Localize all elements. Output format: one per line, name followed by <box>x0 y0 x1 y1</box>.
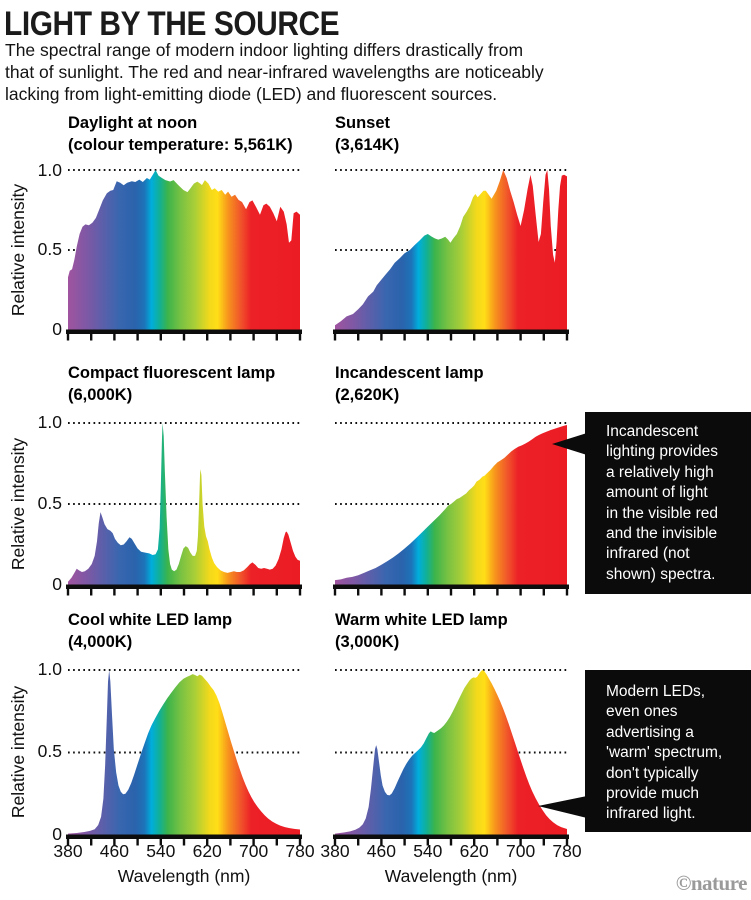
x-tick-label: 460 <box>99 841 129 861</box>
y-tick-label: 0.5 <box>37 239 62 260</box>
x-tick-label: 780 <box>285 841 315 861</box>
chart-title-line1: Daylight at noon <box>68 114 198 132</box>
chart-warm-led <box>333 669 569 846</box>
chart-title-line2: (2,620K) <box>335 385 400 404</box>
y-tick-label: 1.0 <box>37 412 62 433</box>
chart-title-line1: Warm white LED lamp <box>335 611 508 629</box>
chart-title-line2: (colour temperature: 5,561K) <box>68 135 293 154</box>
x-tick-label: 620 <box>192 841 222 861</box>
x-tick-label: 460 <box>366 841 396 861</box>
chart-incandescent <box>333 422 569 596</box>
chart-title-sunset: Sunset (3,614K) <box>335 113 399 156</box>
x-tick-label: 540 <box>146 841 176 861</box>
chart-title-cool-led: Cool white LED lamp (4,000K) <box>68 610 232 653</box>
x-tick-label: 700 <box>238 841 269 861</box>
chart-title-line2: (3,000K) <box>335 632 400 651</box>
chart-title-line1: Compact fluorescent lamp <box>68 364 276 382</box>
x-tick-label: 380 <box>320 841 350 861</box>
callout-incandescent: Incandescent lighting provides a relativ… <box>585 412 751 594</box>
callout-led: Modern LEDs, even ones advertising a 'wa… <box>585 670 751 832</box>
chart-title-line1: Incandescent lamp <box>335 364 484 382</box>
chart-title-warm-led: Warm white LED lamp (3,000K) <box>335 610 508 653</box>
y-tick-label: 1.0 <box>37 659 62 680</box>
y-tick-label: 0 <box>52 319 62 340</box>
x-tick-label: 620 <box>459 841 489 861</box>
x-tick-label: 780 <box>552 841 582 861</box>
y-tick-label: 0.5 <box>37 741 62 762</box>
nature-logo: ©nature <box>675 871 748 895</box>
y-tick-label: 1.0 <box>37 160 62 181</box>
chart-title-line1: Cool white LED lamp <box>68 611 233 629</box>
chart-title-cfl: Compact fluorescent lamp (6,000K) <box>68 363 275 406</box>
y-tick-label: 0 <box>52 824 62 845</box>
x-tick-label: 540 <box>413 841 443 861</box>
chart-title-line2: (4,000K) <box>68 632 133 651</box>
y-tick-label: 0.5 <box>37 493 62 514</box>
chart-title-line2: (6,000K) <box>68 385 133 404</box>
chart-title-incandescent: Incandescent lamp (2,620K) <box>335 363 484 406</box>
x-axis-title: Wavelength (nm) <box>384 866 518 886</box>
x-tick-label: 380 <box>53 841 83 861</box>
callout-arrow-icon <box>552 433 587 455</box>
chart-title-line2: (3,614K) <box>335 135 400 154</box>
callout-arrow-icon <box>538 796 587 818</box>
chart-cfl <box>66 422 302 596</box>
chart-title-daylight: Daylight at noon (colour temperature: 5,… <box>68 113 293 156</box>
page-subtitle: The spectral range of modern indoor ligh… <box>5 40 544 104</box>
chart-daylight <box>66 169 302 341</box>
chart-cool-led <box>66 669 302 846</box>
page-title: LIGHT BY THE SOURCE <box>4 5 340 43</box>
x-tick-label: 700 <box>505 841 536 861</box>
chart-title-line1: Sunset <box>335 114 391 132</box>
y-tick-label: 0 <box>52 574 62 595</box>
chart-sunset <box>333 169 569 341</box>
x-axis-title: Wavelength (nm) <box>117 866 251 886</box>
